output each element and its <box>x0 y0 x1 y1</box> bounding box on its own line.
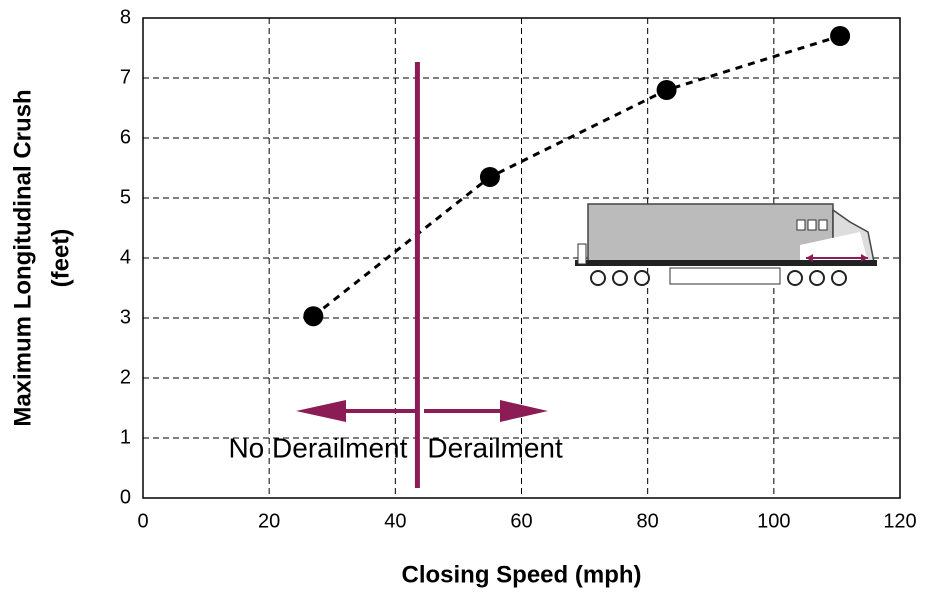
y-tick-label: 6 <box>120 126 131 148</box>
x-tick-label: 60 <box>510 510 532 532</box>
point <box>479 167 500 187</box>
x-tick-label: 20 <box>258 510 280 532</box>
direction-arrows <box>296 400 548 422</box>
annotation: Derailment <box>427 432 563 463</box>
y-axis-title: (feet) <box>47 229 74 288</box>
y-axis-title: Maximum Longitudinal Crush <box>9 89 36 426</box>
x-tick-label: 120 <box>883 510 916 532</box>
y-tick-label: 0 <box>120 486 131 508</box>
y-tick-label: 1 <box>120 426 131 448</box>
x-tick-label: 40 <box>384 510 406 532</box>
x-tick-label: 100 <box>757 510 790 532</box>
plot-border <box>142 17 901 499</box>
y-tick-label: 3 <box>120 306 131 328</box>
x-tick-label: 80 <box>637 510 659 532</box>
train-icon <box>575 203 877 286</box>
y-tick-label: 7 <box>120 66 131 88</box>
point <box>656 80 677 100</box>
point <box>830 26 851 46</box>
grid <box>142 17 901 499</box>
y-tick-label: 2 <box>120 366 131 388</box>
y-tick-label: 4 <box>120 246 131 268</box>
x-tick-label: 0 <box>137 510 148 532</box>
y-tick-label: 8 <box>120 6 131 28</box>
trend-line <box>312 34 841 318</box>
point <box>303 306 324 327</box>
y-tick-label: 5 <box>120 186 131 208</box>
annotation: No Derailment <box>228 432 407 463</box>
x-axis-title: Closing Speed (mph) <box>402 561 642 588</box>
